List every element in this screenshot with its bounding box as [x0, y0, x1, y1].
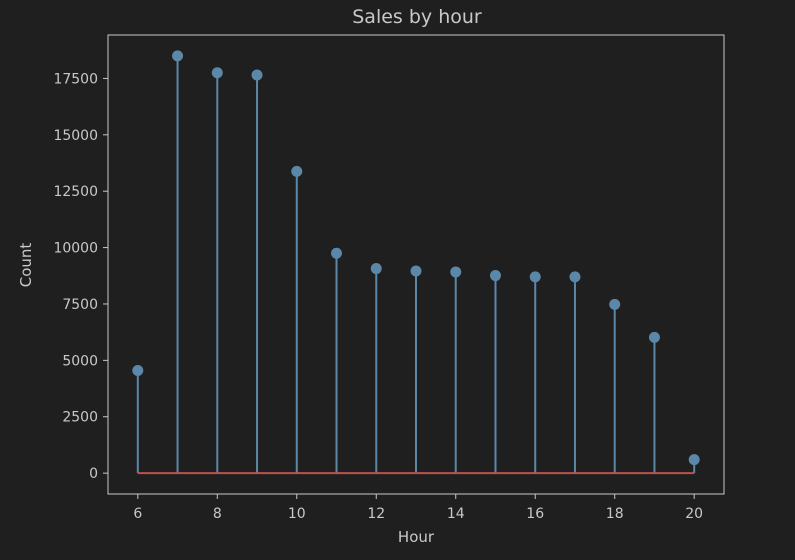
y-tick-label: 0 [89, 466, 98, 482]
x-tick-label: 8 [213, 506, 222, 522]
y-axis-label: Count [17, 243, 35, 288]
stem-series [132, 50, 700, 475]
stem-marker [370, 263, 382, 275]
stem-marker [529, 271, 541, 283]
stem-marker [569, 271, 581, 283]
stem-marker [489, 270, 501, 282]
x-axis-label: Hour [398, 528, 435, 546]
y-tick-label: 12500 [53, 184, 98, 200]
stem-marker [410, 265, 422, 277]
y-tick-label: 7500 [62, 297, 98, 313]
stem-marker [331, 247, 343, 259]
x-tick-label: 16 [526, 506, 544, 522]
y-tick-label: 2500 [62, 410, 98, 426]
stem-marker [648, 331, 660, 343]
stem-marker [450, 266, 462, 278]
y-tick-label: 10000 [53, 241, 98, 257]
x-tick-label: 6 [133, 506, 142, 522]
x-axis-ticks: 6 8 10 12 14 16 18 20 [133, 494, 703, 522]
y-tick-label: 17500 [53, 71, 98, 87]
stem-marker [211, 67, 223, 79]
x-tick-label: 12 [367, 506, 385, 522]
stem-marker [132, 365, 144, 377]
x-tick-label: 14 [447, 506, 465, 522]
x-tick-label: 20 [685, 506, 703, 522]
y-axis-ticks: 0 2500 5000 7500 10000 12500 15000 17500 [53, 71, 108, 482]
y-tick-label: 15000 [53, 128, 98, 144]
stem-marker [172, 50, 184, 62]
chart-title: Sales by hour [352, 6, 482, 28]
stem-marker [291, 165, 303, 177]
stem-marker [609, 298, 621, 310]
plot-area-frame [107, 34, 725, 495]
stem-marker [688, 454, 700, 466]
x-tick-label: 18 [606, 506, 624, 522]
x-tick-label: 10 [288, 506, 306, 522]
y-tick-label: 5000 [62, 353, 98, 369]
stem-marker [251, 69, 263, 81]
